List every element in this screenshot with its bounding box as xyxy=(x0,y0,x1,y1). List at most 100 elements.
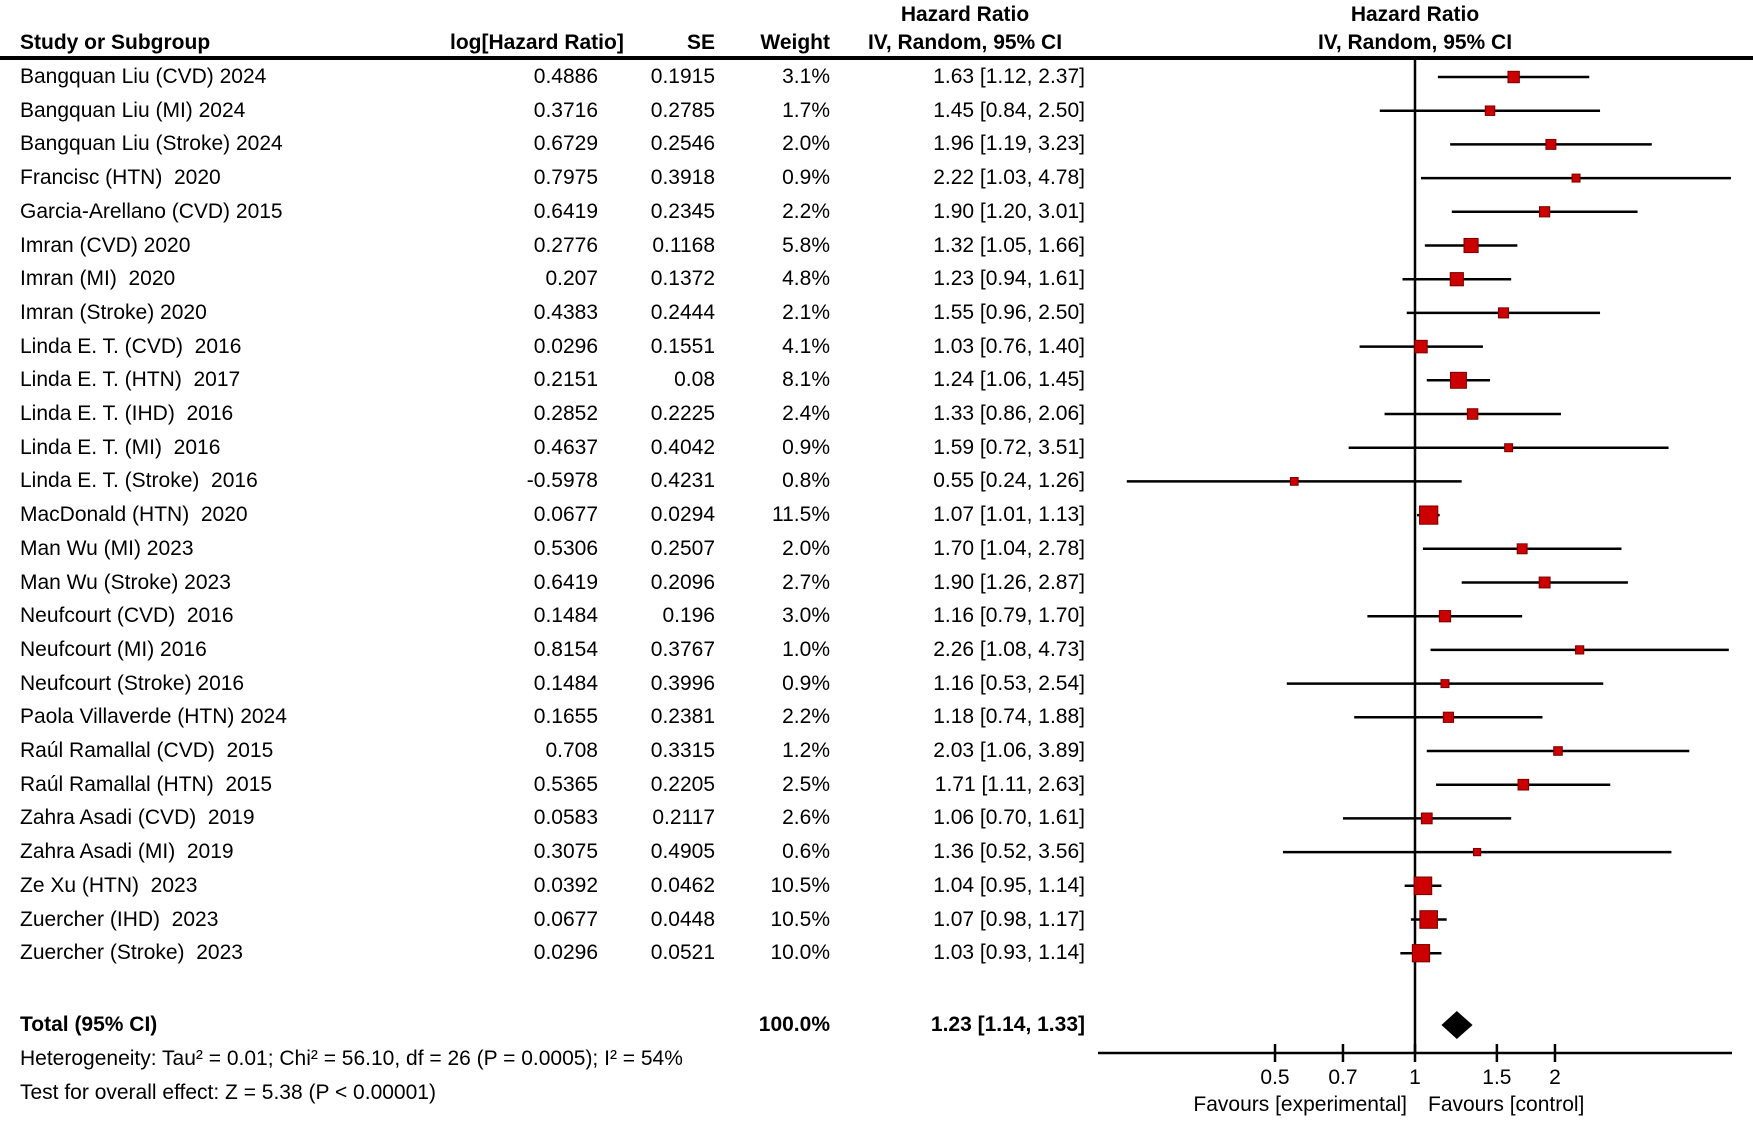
effect-measure-title-table: Hazard Ratio xyxy=(900,3,1030,26)
se-cell: 0.0448 xyxy=(650,907,715,931)
ci-cell: 1.24 [1.06, 1.45] xyxy=(933,368,1085,392)
weight-cell: 3.0% xyxy=(782,604,830,628)
study-name-cell: Raúl Ramallal (HTN) 2015 xyxy=(20,772,273,796)
log-hr-cell: 0.3075 xyxy=(533,840,598,864)
se-cell: 0.2507 xyxy=(650,536,715,560)
weight-cell: 11.5% xyxy=(772,503,830,527)
se-cell: 0.1372 xyxy=(650,267,715,291)
study-name-cell: Man Wu (Stroke) 2023 xyxy=(20,570,231,594)
study-name-cell: Man Wu (MI) 2023 xyxy=(20,536,194,560)
log-hr-cell: -0.5978 xyxy=(526,469,598,493)
effect-marker xyxy=(1463,237,1479,254)
weight-cell: 0.9% xyxy=(782,671,830,695)
se-cell: 0.2117 xyxy=(652,806,715,830)
effect-marker xyxy=(1472,847,1482,857)
effect-marker xyxy=(1413,876,1433,896)
se-cell: 0.0521 xyxy=(650,941,715,965)
study-name-cell: Raúl Ramallal (CVD) 2015 xyxy=(20,739,274,762)
axis-tick-label: 0.7 xyxy=(1328,1066,1357,1089)
effect-marker xyxy=(1575,645,1585,655)
effect-marker xyxy=(1504,443,1514,453)
ci-cell: 1.18 [0.74, 1.88] xyxy=(933,705,1085,729)
ci-cell: 2.26 [1.08, 4.73] xyxy=(933,637,1085,661)
study-name-cell: Paola Villaverde (HTN) 2024 xyxy=(20,705,287,729)
effect-marker xyxy=(1545,138,1557,150)
study-name-cell: Zahra Asadi (MI) 2019 xyxy=(20,840,234,864)
weight-cell: 1.2% xyxy=(782,739,830,762)
ci-cell: 1.45 [0.84, 2.50] xyxy=(933,98,1085,122)
ci-cell: 1.04 [0.95, 1.14] xyxy=(933,873,1085,897)
effect-marker xyxy=(1484,105,1496,116)
effect-marker xyxy=(1571,173,1581,183)
ci-cell: 1.03 [0.76, 1.40] xyxy=(933,334,1085,358)
weight-cell: 3.1% xyxy=(782,65,830,88)
study-name-cell: Linda E. T. (MI) 2016 xyxy=(20,435,221,459)
se-cell: 0.2444 xyxy=(650,300,715,324)
weight-cell: 10.5% xyxy=(770,873,830,897)
effect-marker xyxy=(1414,339,1428,354)
log-hr-cell: 0.1655 xyxy=(533,705,598,729)
weight-cell: 2.0% xyxy=(782,536,830,560)
effect-marker xyxy=(1289,477,1299,486)
log-hr-cell: 0.5365 xyxy=(533,772,598,796)
ci-cell: 1.07 [0.98, 1.17] xyxy=(933,907,1085,931)
weight-cell: 5.8% xyxy=(782,233,830,257)
log-hr-cell: 0.0392 xyxy=(533,873,598,897)
header-rule xyxy=(0,56,1753,60)
ci-cell: 2.03 [1.06, 3.89] xyxy=(933,739,1085,762)
study-name-cell: Imran (CVD) 2020 xyxy=(20,233,191,257)
ci-cell: 1.90 [1.20, 3.01] xyxy=(933,199,1085,223)
ci-cell: 1.06 [0.70, 1.61] xyxy=(933,806,1085,830)
weight-cell: 1.0% xyxy=(782,637,830,661)
effect-marker xyxy=(1419,505,1439,525)
ci-cell: 1.96 [1.19, 3.23] xyxy=(933,132,1085,156)
log-hr-cell: 0.4886 xyxy=(533,65,598,88)
se-cell: 0.4231 xyxy=(650,469,715,493)
log-hr-cell: 0.6729 xyxy=(533,132,598,156)
ci-cell: 1.07 [1.01, 1.13] xyxy=(933,503,1085,527)
weight-cell: 0.6% xyxy=(782,840,830,864)
study-name-cell: Linda E. T. (CVD) 2016 xyxy=(20,334,242,358)
se-cell: 0.2205 xyxy=(650,772,715,796)
log-hr-cell: 0.0677 xyxy=(533,907,598,931)
axis-tick-label: 1 xyxy=(1409,1066,1421,1089)
log-hr-cell: 0.0583 xyxy=(533,806,598,830)
study-name-cell: Linda E. T. (IHD) 2016 xyxy=(20,402,234,425)
effect-marker xyxy=(1411,944,1431,963)
study-name-cell: Neufcourt (CVD) 2016 xyxy=(20,604,234,628)
se-cell: 0.0294 xyxy=(650,503,715,527)
ci-cell: 1.70 [1.04, 2.78] xyxy=(933,536,1085,560)
total-weight: 100.0% xyxy=(758,1013,830,1036)
se-cell: 0.2785 xyxy=(650,98,715,122)
column-header-study: Study or Subgroup xyxy=(20,31,211,54)
ci-cell: 1.59 [0.72, 3.51] xyxy=(933,435,1085,459)
log-hr-cell: 0.2151 xyxy=(533,368,598,392)
log-hr-cell: 0.1484 xyxy=(533,604,598,628)
total-label: Total (95% CI) xyxy=(20,1013,158,1036)
effect-marker xyxy=(1449,272,1464,287)
se-cell: 0.3315 xyxy=(650,739,715,762)
weight-cell: 2.2% xyxy=(782,199,830,223)
ci-cell: 1.32 [1.05, 1.66] xyxy=(933,233,1085,257)
log-hr-cell: 0.4383 xyxy=(533,300,598,324)
ci-cell: 1.03 [0.93, 1.14] xyxy=(933,941,1085,965)
ci-cell: 1.90 [1.26, 2.87] xyxy=(933,570,1085,594)
effect-marker xyxy=(1419,910,1438,929)
se-cell: 0.3918 xyxy=(650,166,715,190)
weight-cell: 2.6% xyxy=(782,806,830,830)
column-header-ci-plot: IV, Random, 95% CI xyxy=(1317,31,1513,54)
effect-marker xyxy=(1466,408,1479,420)
effect-marker xyxy=(1507,70,1520,84)
se-cell: 0.196 xyxy=(662,604,715,628)
log-hr-cell: 0.5306 xyxy=(533,536,598,560)
study-name-cell: Linda E. T. (HTN) 2017 xyxy=(20,368,241,392)
effect-marker xyxy=(1440,679,1450,689)
weight-cell: 10.5% xyxy=(770,907,830,931)
study-name-cell: Zuercher (Stroke) 2023 xyxy=(20,941,243,965)
pooled-diamond xyxy=(1441,1011,1473,1039)
weight-cell: 2.4% xyxy=(782,402,830,425)
axis-tick-label: 2 xyxy=(1549,1066,1561,1089)
effect-marker xyxy=(1516,543,1528,555)
